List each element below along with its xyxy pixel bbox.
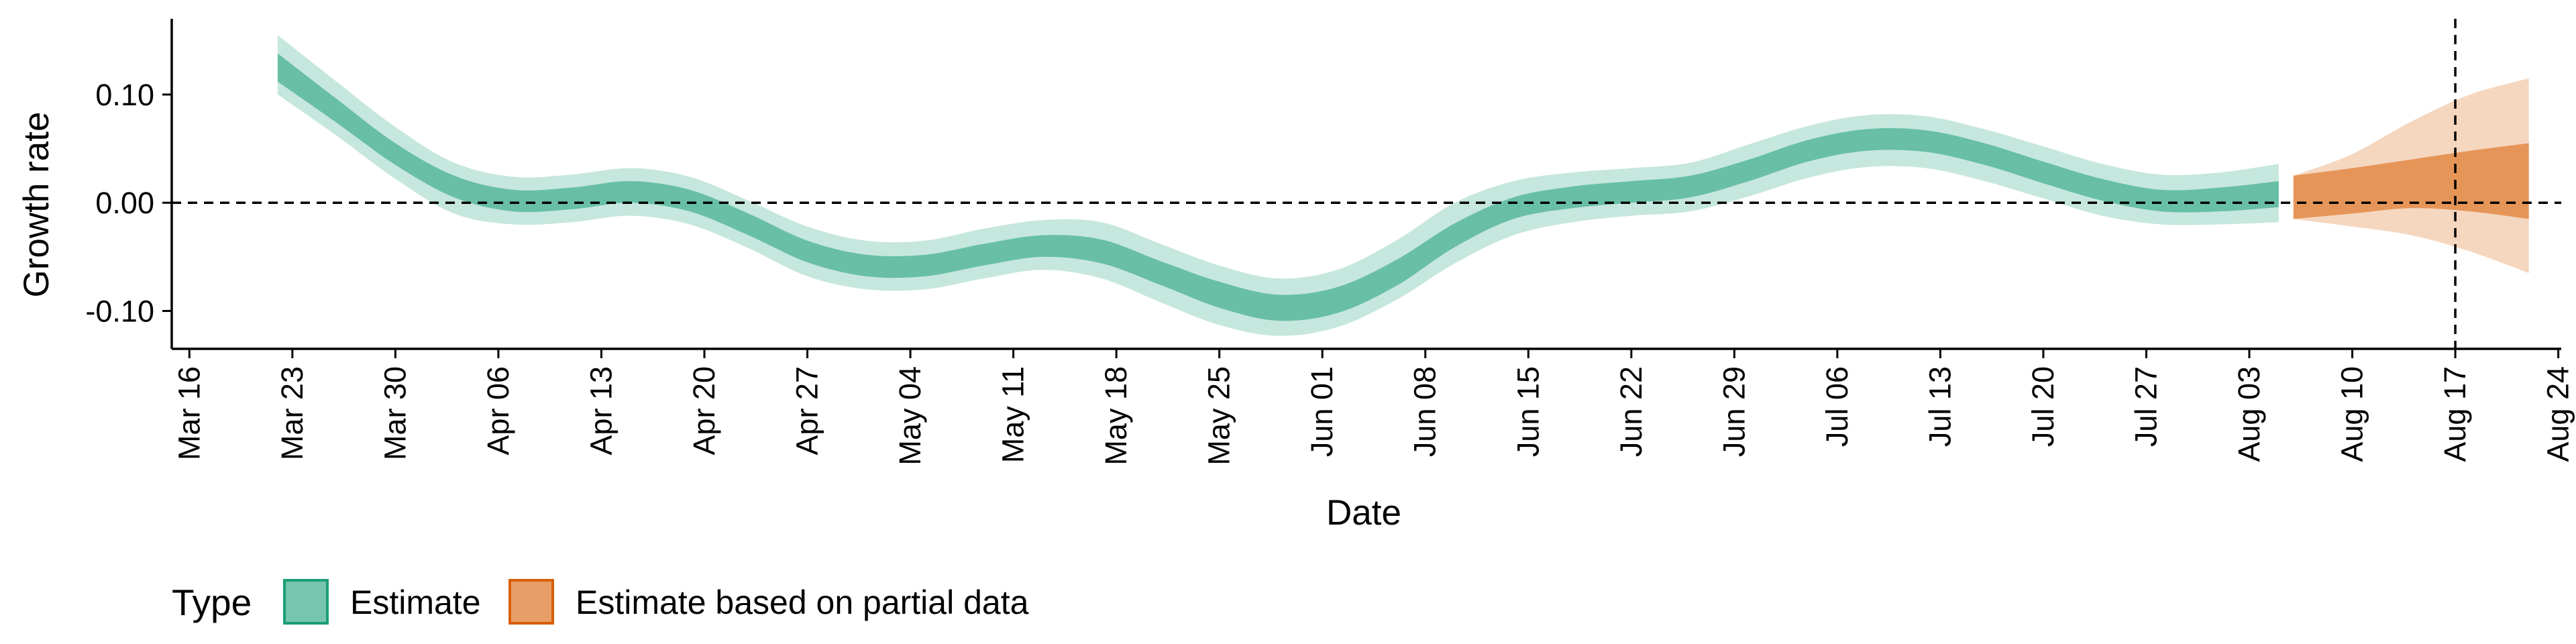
x-tick-label: Jun 01	[1305, 366, 1339, 457]
legend-title: Type	[172, 582, 252, 623]
band-inner-estimate	[277, 53, 2279, 321]
x-tick-label: Aug 17	[2438, 366, 2472, 462]
x-axis-ticks: Mar 16 Mar 23 Mar 30 Apr 06 Apr 13 Apr 20 Apr …	[172, 349, 2575, 466]
legend-swatch-partial	[508, 579, 554, 625]
x-axis-title: Date	[1326, 493, 1401, 533]
x-tick-label: May 25	[1202, 366, 1236, 466]
x-tick-label: Jul 20	[2026, 366, 2060, 447]
legend-swatch-estimate	[283, 579, 329, 625]
x-tick-label: Jun 08	[1408, 366, 1442, 457]
estimate-bands	[277, 35, 2529, 336]
x-tick-label: Jul 27	[2129, 366, 2163, 447]
legend: Type Estimate Estimate based on partial …	[172, 579, 1029, 625]
x-tick-label: Apr 27	[790, 366, 824, 455]
band-outer-estimate	[277, 35, 2279, 336]
x-tick-label: Apr 20	[687, 366, 721, 455]
x-tick-label: Jun 15	[1511, 366, 1545, 457]
x-tick-label: Jun 22	[1614, 366, 1648, 457]
x-tick-label: May 11	[996, 366, 1030, 463]
y-tick-label: 0.10	[95, 78, 154, 112]
x-tick-label: Apr 06	[481, 366, 515, 455]
axes	[170, 19, 2561, 350]
y-tick-label: 0.00	[95, 186, 154, 220]
x-tick-label: Jul 13	[1923, 366, 1957, 447]
x-tick-label: Mar 30	[378, 366, 412, 460]
x-tick-label: Aug 03	[2232, 366, 2266, 462]
reference-lines	[172, 19, 2561, 349]
y-axis-ticks: 0.10 0.00 -0.10	[85, 78, 172, 329]
band-inner-partial	[2293, 143, 2529, 219]
x-tick-label: Mar 16	[172, 366, 206, 460]
x-tick-label: May 18	[1099, 366, 1133, 466]
y-axis-title: Growth rate	[17, 112, 56, 298]
x-tick-label: Jul 06	[1820, 366, 1854, 447]
x-tick-label: Aug 24	[2541, 366, 2575, 462]
x-tick-label: Aug 10	[2335, 366, 2369, 462]
legend-label-estimate: Estimate	[350, 584, 481, 621]
x-tick-label: May 04	[893, 366, 927, 466]
x-tick-label: Jun 29	[1717, 366, 1751, 457]
x-tick-label: Apr 13	[584, 366, 619, 455]
legend-label-partial: Estimate based on partial data	[576, 584, 1029, 621]
x-tick-label: Mar 23	[275, 366, 309, 460]
y-tick-label: -0.10	[85, 294, 154, 329]
